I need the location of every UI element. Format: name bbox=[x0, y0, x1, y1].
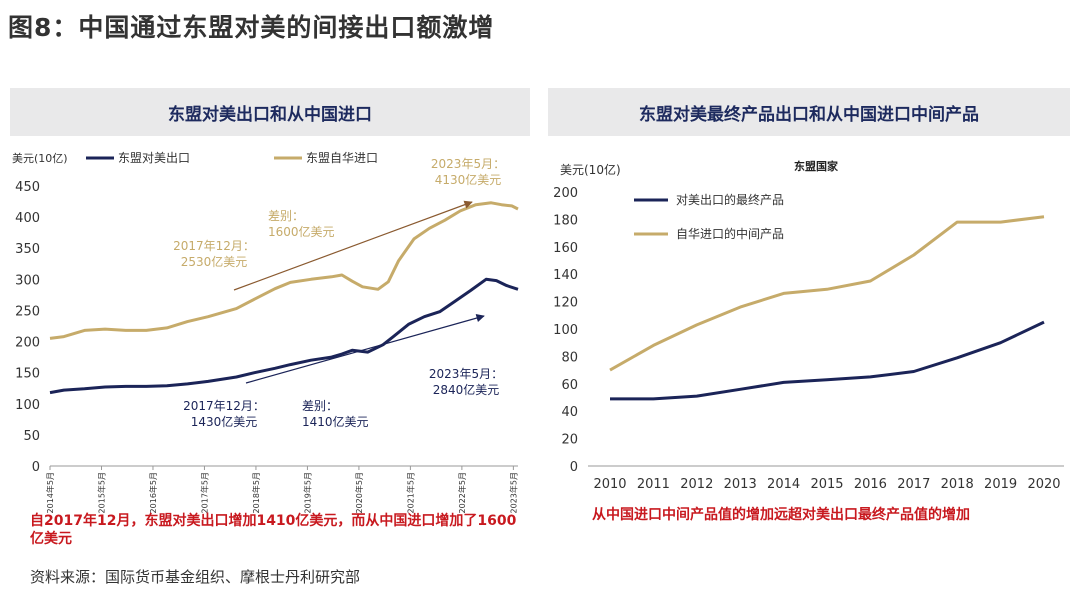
left-y-tick-label: 200 bbox=[15, 336, 40, 351]
left-annotation-label: 2023年5月： bbox=[429, 367, 503, 381]
left-annotation-label: 2023年5月： bbox=[431, 157, 505, 171]
right-chart-title: 东盟对美最终产品出口和从中国进口中间产品 bbox=[548, 88, 1070, 136]
left-diff-arrow-import bbox=[233, 200, 473, 291]
left-legend-label-1: 东盟对美出口 bbox=[118, 151, 190, 165]
right-series-line-1 bbox=[610, 320, 1045, 401]
right-legend-label-1: 对美出口的最终产品 bbox=[676, 192, 784, 207]
left-annotation-value: 2840亿美元 bbox=[433, 382, 500, 397]
left-x-tick-label: 2018年5月 bbox=[251, 472, 261, 513]
left-y-tick-label: 250 bbox=[15, 304, 40, 319]
right-x-tick-label: 2014 bbox=[767, 477, 800, 492]
left-x-tick-label: 2019年5月 bbox=[302, 472, 312, 513]
left-x-tick-label: 2021年5月 bbox=[405, 472, 415, 513]
right-x-tick-label: 2017 bbox=[897, 477, 930, 492]
right-x-tick-label: 2015 bbox=[810, 477, 843, 492]
right-y-tick-label: 140 bbox=[553, 268, 578, 283]
right-y-tick-label: 180 bbox=[553, 213, 578, 228]
left-x-tick-label: 2023年5月 bbox=[508, 472, 518, 513]
left-annotation-value: 2530亿美元 bbox=[181, 254, 248, 269]
left-y-tick-label: 0 bbox=[32, 460, 40, 475]
left-series-line-2 bbox=[49, 201, 519, 340]
right-chart-subtitle: 东盟国家 bbox=[794, 159, 839, 173]
right-x-tick-label: 2016 bbox=[854, 477, 887, 492]
right-y-tick-label: 100 bbox=[553, 323, 578, 338]
left-x-tick-label: 2014年5月 bbox=[45, 472, 55, 513]
left-diff-arrow-export bbox=[245, 314, 485, 384]
left-x-tick-label: 2022年5月 bbox=[457, 472, 467, 513]
figure-title: 图8：中国通过东盟对美的间接出口额激增 bbox=[8, 13, 495, 42]
left-x-tick-label: 2020年5月 bbox=[354, 472, 364, 513]
right-y-tick-label: 0 bbox=[570, 460, 578, 475]
right-x-tick-label: 2018 bbox=[941, 477, 974, 492]
right-y-tick-label: 120 bbox=[553, 296, 578, 311]
right-x-tick-label: 2013 bbox=[724, 477, 757, 492]
left-y-tick-label: 350 bbox=[15, 242, 40, 257]
left-annotation-value: 4130亿美元 bbox=[435, 172, 502, 187]
left-x-tick-label: 2017年5月 bbox=[199, 472, 209, 513]
right-x-tick-label: 2011 bbox=[637, 477, 670, 492]
left-annotation-label: 差别： bbox=[302, 399, 338, 413]
left-y-axis-label: 美元(10亿) bbox=[12, 152, 68, 165]
left-y-tick-label: 100 bbox=[15, 398, 40, 413]
left-x-tick-label: 2015年5月 bbox=[96, 472, 106, 513]
left-chart-title: 东盟对美出口和从中国进口 bbox=[10, 88, 530, 136]
right-y-axis-label: 美元(10亿) bbox=[560, 162, 621, 177]
left-annotation-label: 2017年12月： bbox=[183, 399, 265, 413]
right-x-tick-label: 2020 bbox=[1027, 477, 1060, 492]
right-chart-note: 从中国进口中间产品值的增加远超对美出口最终产品值的增加 bbox=[592, 507, 970, 523]
left-x-tick-label: 2016年5月 bbox=[148, 472, 158, 513]
left-legend-label-2: 东盟自华进口 bbox=[306, 151, 378, 165]
left-annotation-label: 差别： bbox=[268, 209, 304, 223]
right-y-tick-label: 40 bbox=[561, 405, 578, 420]
right-series-line-2 bbox=[609, 215, 1045, 372]
left-series-line-1 bbox=[49, 277, 519, 395]
right-y-tick-label: 80 bbox=[561, 350, 578, 365]
right-x-tick-label: 2012 bbox=[680, 477, 713, 492]
left-y-tick-label: 400 bbox=[15, 211, 40, 226]
left-annotation-value: 1600亿美元 bbox=[268, 224, 335, 239]
left-chart-note: 自2017年12月，东盟对美出口增加1410亿美元，而从中国进口增加了1600亿… bbox=[30, 513, 517, 547]
right-x-tick-label: 2019 bbox=[984, 477, 1017, 492]
left-y-tick-label: 50 bbox=[23, 429, 40, 444]
left-annotation-label: 2017年12月： bbox=[173, 239, 255, 253]
left-y-tick-label: 150 bbox=[15, 367, 40, 382]
left-y-tick-label: 450 bbox=[15, 180, 40, 195]
right-legend-label-2: 自华进口的中间产品 bbox=[676, 226, 784, 241]
right-y-tick-label: 200 bbox=[553, 186, 578, 201]
right-y-tick-label: 160 bbox=[553, 241, 578, 256]
right-x-tick-label: 2010 bbox=[593, 477, 626, 492]
right-y-tick-label: 20 bbox=[561, 433, 578, 448]
left-y-tick-label: 300 bbox=[15, 273, 40, 288]
source-note: 资料来源：国际货币基金组织、摩根士丹利研究部 bbox=[30, 568, 361, 586]
left-annotation-value: 1410亿美元 bbox=[302, 414, 369, 429]
left-annotation-value: 1430亿美元 bbox=[191, 414, 258, 429]
right-y-tick-label: 60 bbox=[561, 378, 578, 393]
